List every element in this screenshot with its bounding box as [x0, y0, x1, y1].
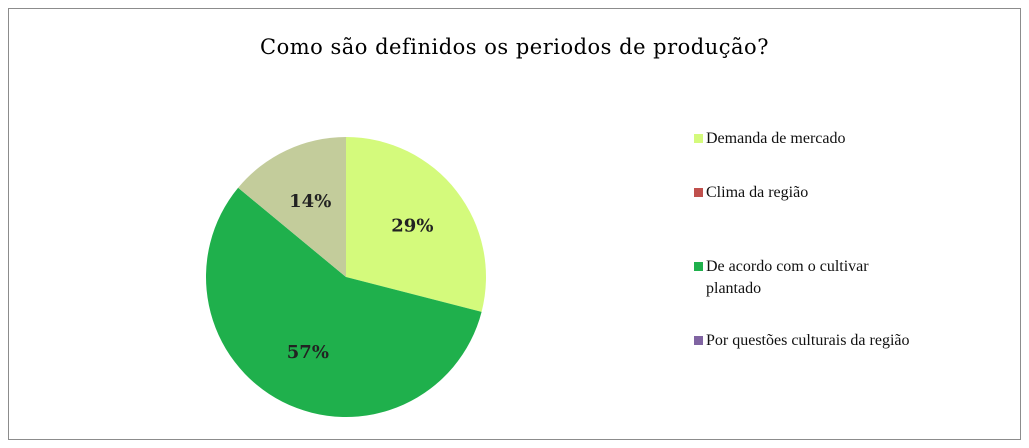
legend-swatch [694, 336, 703, 345]
legend-swatch [694, 134, 703, 143]
legend-label: Clima da região [706, 182, 1016, 204]
legend-label: Por questões culturais da região [706, 330, 1016, 352]
legend-item-clima: Clima da região [694, 182, 1016, 204]
label-culturais: 14% [289, 191, 331, 212]
legend-label: De acordo com o cultivar plantado [706, 256, 876, 300]
legend-item-culturais: Por questões culturais da região [694, 330, 1016, 352]
legend-item-cultivar: De acordo com o cultivar plantado [694, 256, 876, 300]
label-cultivar: 57% [287, 342, 329, 363]
legend-item-demanda: Demanda de mercado [694, 128, 1016, 150]
legend-swatch [694, 188, 703, 197]
legend-swatch [694, 262, 703, 271]
legend-label: Demanda de mercado [706, 128, 1016, 150]
label-demanda: 29% [391, 216, 433, 237]
